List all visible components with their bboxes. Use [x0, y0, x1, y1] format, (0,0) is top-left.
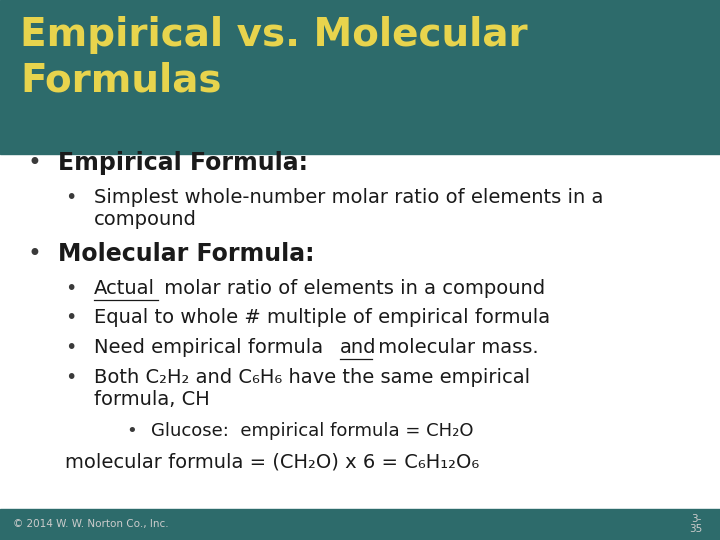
Text: Empirical Formula:: Empirical Formula: — [58, 151, 307, 175]
Text: Equal to whole # multiple of empirical formula: Equal to whole # multiple of empirical f… — [94, 308, 550, 327]
Text: Glucose:  empirical formula = CH₂O: Glucose: empirical formula = CH₂O — [151, 422, 474, 440]
Text: •: • — [65, 308, 76, 327]
Text: 3-
35: 3- 35 — [689, 514, 702, 535]
Text: •: • — [65, 188, 76, 207]
Text: Need empirical formula: Need empirical formula — [94, 338, 329, 357]
Text: molecular mass.: molecular mass. — [372, 338, 539, 357]
Text: Empirical vs. Molecular
Formulas: Empirical vs. Molecular Formulas — [20, 16, 528, 100]
Text: •: • — [27, 151, 41, 175]
Text: Both C₂H₂ and C₆H₆ have the same empirical
formula, CH: Both C₂H₂ and C₆H₆ have the same empiric… — [94, 368, 530, 409]
Text: © 2014 W. W. Norton Co., Inc.: © 2014 W. W. Norton Co., Inc. — [13, 519, 168, 529]
Text: •: • — [126, 422, 137, 440]
Text: Simplest whole-number molar ratio of elements in a
compound: Simplest whole-number molar ratio of ele… — [94, 188, 603, 229]
Bar — [0, 509, 720, 540]
Text: •: • — [65, 368, 76, 387]
Text: •: • — [65, 338, 76, 357]
Bar — [0, 0, 720, 154]
Text: Actual: Actual — [94, 279, 155, 298]
Text: molecular formula = (CH₂O) x 6 = C₆H₁₂O₆: molecular formula = (CH₂O) x 6 = C₆H₁₂O₆ — [65, 453, 479, 472]
Text: •: • — [65, 279, 76, 298]
Text: •: • — [27, 242, 41, 266]
Text: molar ratio of elements in a compound: molar ratio of elements in a compound — [158, 279, 545, 298]
Text: and: and — [340, 338, 376, 357]
Text: Molecular Formula:: Molecular Formula: — [58, 242, 314, 266]
